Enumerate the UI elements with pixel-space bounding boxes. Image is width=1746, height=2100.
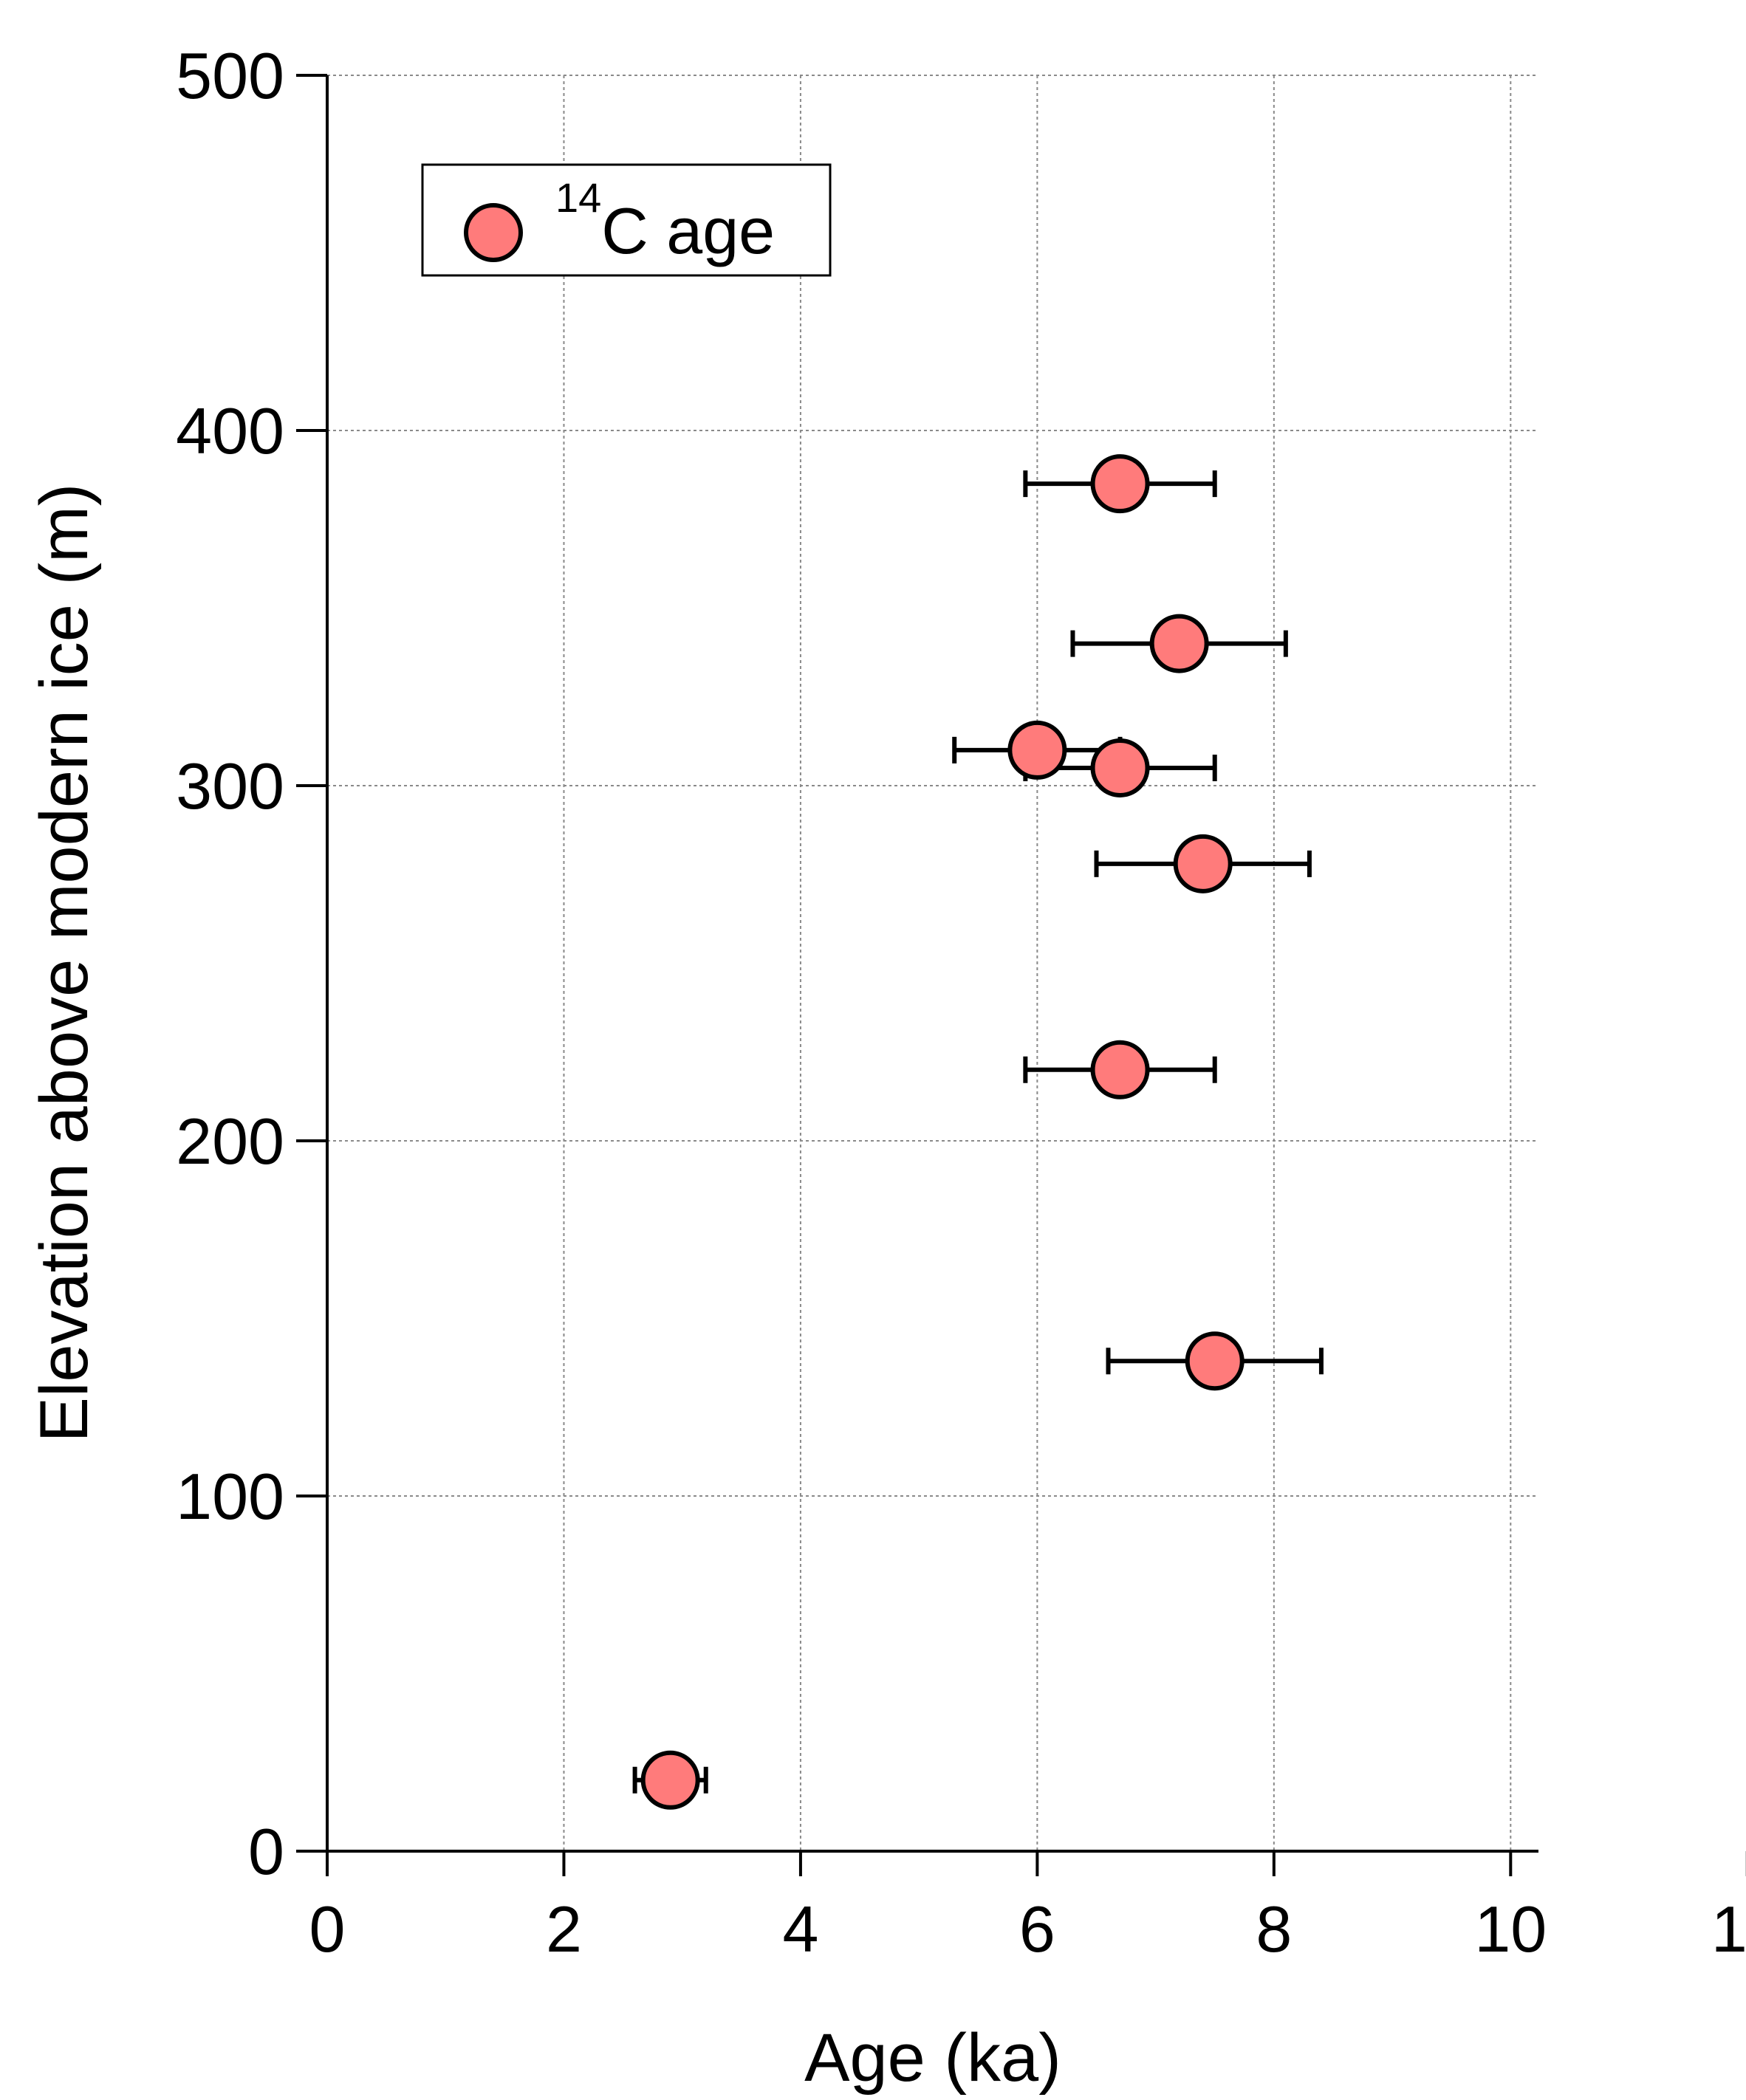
grid xyxy=(327,75,1538,1851)
data-point xyxy=(1090,454,1150,514)
x-tick-label: 4 xyxy=(782,1893,818,1966)
x-tick-label: 12 xyxy=(1711,1893,1746,1966)
legend-marker xyxy=(464,203,523,262)
x-tick-label: 0 xyxy=(309,1893,346,1966)
x-tick-label: 2 xyxy=(546,1893,582,1966)
legend-superscript: 14 xyxy=(555,174,601,221)
ticks: 0 2 4 6 8 10 12 0 100 200 300 400 500 xyxy=(176,39,1746,1966)
y-tick-label: 500 xyxy=(176,39,284,112)
legend-label: 14C age xyxy=(555,174,775,267)
axes xyxy=(326,75,1538,1853)
legend-label-text: C age xyxy=(601,194,775,267)
data-point xyxy=(1149,614,1209,673)
data-point xyxy=(1090,738,1150,797)
data-point xyxy=(1185,1331,1245,1391)
y-axis-label: Elevation above modern ice (m) xyxy=(27,484,102,1443)
x-tick-label: 8 xyxy=(1256,1893,1292,1966)
y-tick-label: 200 xyxy=(176,1105,284,1178)
legend: 14C age xyxy=(421,163,832,277)
data-point xyxy=(1007,720,1067,780)
y-tick-label: 0 xyxy=(248,1815,284,1888)
x-axis-label: Age (ka) xyxy=(804,2020,1061,2096)
data-point xyxy=(1173,834,1233,893)
y-tick-label: 300 xyxy=(176,749,284,823)
data-point xyxy=(1090,1040,1150,1099)
x-tick-label: 6 xyxy=(1019,1893,1055,1966)
y-tick-label: 100 xyxy=(176,1460,284,1533)
error-bars xyxy=(632,470,1324,1794)
y-tick-label: 400 xyxy=(176,394,284,467)
data-point xyxy=(640,1750,700,1810)
x-tick-label: 10 xyxy=(1474,1893,1547,1966)
data-points xyxy=(640,454,1245,1810)
